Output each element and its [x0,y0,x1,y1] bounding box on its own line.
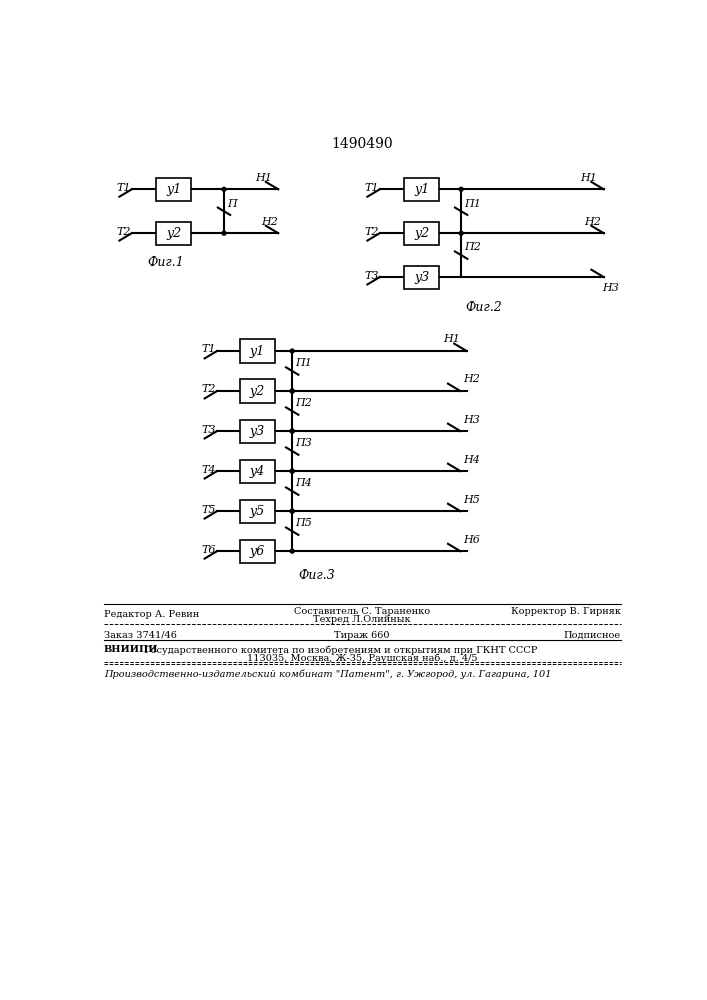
Text: Т1: Т1 [201,344,216,354]
Text: Н3: Н3 [462,415,479,425]
Text: Техред Л.Олийнык: Техред Л.Олийнык [313,615,411,624]
Text: у6: у6 [250,545,265,558]
Text: Т4: Т4 [201,465,216,475]
Text: Н2: Н2 [462,374,479,384]
Text: Н1: Н1 [255,173,272,183]
Text: П1: П1 [464,199,481,209]
Text: у1: у1 [250,344,265,358]
Text: у2: у2 [414,227,429,240]
Text: Н5: Н5 [462,495,479,505]
Circle shape [291,389,294,393]
Text: Заказ 3741/46: Заказ 3741/46 [104,631,177,640]
Text: у2: у2 [250,385,265,398]
Text: Производственно-издательский комбинат "Патент", г. Ужгород, ул. Гагарина, 101: Производственно-издательский комбинат "П… [104,670,551,679]
Text: Фиг.3: Фиг.3 [298,569,335,582]
Text: Корректор В. Гирняк: Корректор В. Гирняк [510,607,621,616]
Text: Т3: Т3 [201,425,216,435]
Text: 113035, Москва, Ж-35, Раушская наб., д. 4/5: 113035, Москва, Ж-35, Раушская наб., д. … [247,654,477,663]
Bar [156,222,192,245]
Bar [240,540,275,563]
Circle shape [291,389,294,393]
Bar [240,460,275,483]
Circle shape [291,429,294,433]
Bar [240,500,275,523]
Text: у1: у1 [166,183,181,196]
Text: Т2: Т2 [116,227,131,237]
Text: Подписное: Подписное [563,631,621,640]
Text: Т1: Т1 [364,183,379,193]
Circle shape [291,549,294,553]
Circle shape [460,187,463,191]
Text: Н2: Н2 [261,217,278,227]
Text: Н4: Н4 [462,455,479,465]
Text: у3: у3 [250,425,265,438]
Text: у3: у3 [414,271,429,284]
Text: П4: П4 [296,478,312,488]
Text: Н1: Н1 [580,173,597,183]
Text: Т6: Т6 [201,545,216,555]
Bar [240,339,275,363]
Text: у2: у2 [166,227,181,240]
Circle shape [291,509,294,513]
Bar [240,379,275,403]
Text: Тираж 660: Тираж 660 [334,631,390,640]
Text: Редактор А. Ревин: Редактор А. Ревин [104,610,199,619]
Text: Н2: Н2 [585,217,601,227]
Text: Т3: Т3 [364,271,379,281]
Text: Фиг.2: Фиг.2 [465,301,502,314]
Circle shape [291,349,294,353]
Text: 1490490: 1490490 [331,137,393,151]
Text: Т2: Т2 [364,227,379,237]
Bar [240,420,275,443]
Text: П: П [227,199,237,209]
Text: П5: П5 [296,518,312,528]
Text: П2: П2 [464,242,481,252]
Text: Н3: Н3 [602,283,619,293]
Text: Н1: Н1 [443,334,460,344]
Circle shape [291,429,294,433]
Circle shape [291,469,294,473]
Circle shape [460,231,463,235]
Text: у5: у5 [250,505,265,518]
Text: Т1: Т1 [116,183,131,193]
Text: П2: П2 [296,398,312,408]
Text: у4: у4 [250,465,265,478]
Text: Т2: Т2 [201,384,216,394]
Bar [404,222,440,245]
Text: Составитель С. Тараненко: Составитель С. Тараненко [294,607,430,616]
Text: Фиг.1: Фиг.1 [148,256,185,269]
Circle shape [291,509,294,513]
Bar [156,178,192,201]
Circle shape [222,187,226,191]
Text: Н6: Н6 [462,535,479,545]
Text: ВНИИПИ: ВНИИПИ [104,645,158,654]
Circle shape [222,231,226,235]
Circle shape [291,469,294,473]
Text: П3: П3 [296,438,312,448]
Bar [404,266,440,289]
Bar [404,178,440,201]
Text: у1: у1 [414,183,429,196]
Text: Т5: Т5 [201,505,216,515]
Text: П1: П1 [296,358,312,368]
Text: Государственного комитета по изобретениям и открытиям при ГКНТ СССР: Государственного комитета по изобретения… [141,645,537,655]
